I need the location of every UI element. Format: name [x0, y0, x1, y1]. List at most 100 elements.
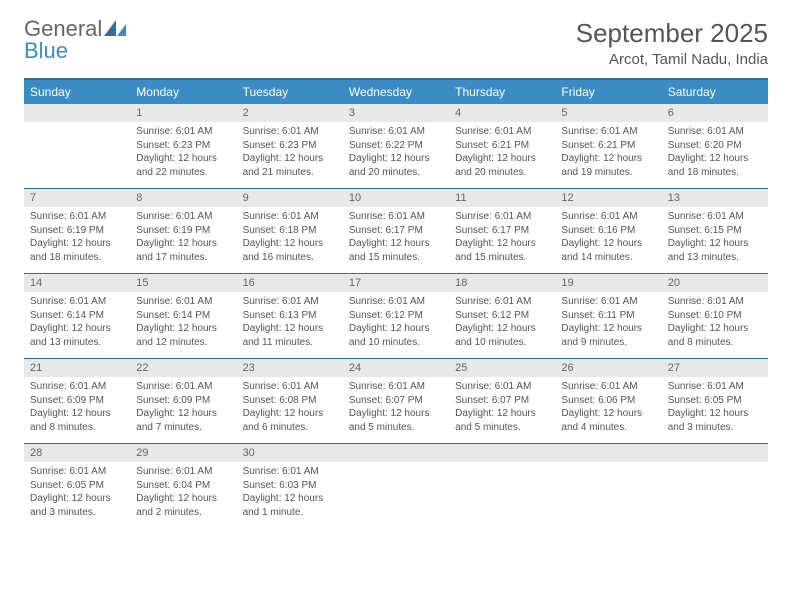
cell-body: [449, 462, 555, 471]
cell-date: [24, 104, 130, 122]
cell-body: Sunrise: 6:01 AMSunset: 6:19 PMDaylight:…: [130, 207, 236, 270]
cell-body: Sunrise: 6:01 AMSunset: 6:20 PMDaylight:…: [662, 122, 768, 185]
cell-body: Sunrise: 6:01 AMSunset: 6:19 PMDaylight:…: [24, 207, 130, 270]
sunrise-text: Sunrise: 6:01 AM: [243, 210, 337, 224]
sunrise-text: Sunrise: 6:01 AM: [136, 125, 230, 139]
cell-date: 18: [449, 274, 555, 292]
calendar-cell: 10Sunrise: 6:01 AMSunset: 6:17 PMDayligh…: [343, 189, 449, 273]
day-header-cell: Thursday: [449, 80, 555, 104]
calendar-cell: 15Sunrise: 6:01 AMSunset: 6:14 PMDayligh…: [130, 274, 236, 358]
logo-sail-icon: [104, 16, 126, 41]
cell-body: Sunrise: 6:01 AMSunset: 6:06 PMDaylight:…: [555, 377, 661, 440]
cell-date: [555, 444, 661, 462]
cell-date: 27: [662, 359, 768, 377]
calendar-cell: 7Sunrise: 6:01 AMSunset: 6:19 PMDaylight…: [24, 189, 130, 273]
sunrise-text: Sunrise: 6:01 AM: [349, 125, 443, 139]
daylight-text: Daylight: 12 hours and 2 minutes.: [136, 492, 230, 519]
cell-body: Sunrise: 6:01 AMSunset: 6:14 PMDaylight:…: [24, 292, 130, 355]
sunset-text: Sunset: 6:09 PM: [30, 394, 124, 408]
calendar-cell: 22Sunrise: 6:01 AMSunset: 6:09 PMDayligh…: [130, 359, 236, 443]
cell-date: 10: [343, 189, 449, 207]
title-block: September 2025 Arcot, Tamil Nadu, India: [576, 18, 768, 68]
daylight-text: Daylight: 12 hours and 9 minutes.: [561, 322, 655, 349]
cell-date: 2: [237, 104, 343, 122]
week-row: 21Sunrise: 6:01 AMSunset: 6:09 PMDayligh…: [24, 359, 768, 444]
sunset-text: Sunset: 6:05 PM: [30, 479, 124, 493]
sunset-text: Sunset: 6:06 PM: [561, 394, 655, 408]
cell-body: Sunrise: 6:01 AMSunset: 6:21 PMDaylight:…: [449, 122, 555, 185]
day-header-cell: Monday: [130, 80, 236, 104]
month-title: September 2025: [576, 18, 768, 49]
sunrise-text: Sunrise: 6:01 AM: [561, 380, 655, 394]
calendar-cell: 9Sunrise: 6:01 AMSunset: 6:18 PMDaylight…: [237, 189, 343, 273]
cell-date: 22: [130, 359, 236, 377]
sunrise-text: Sunrise: 6:01 AM: [455, 295, 549, 309]
cell-body: Sunrise: 6:01 AMSunset: 6:12 PMDaylight:…: [343, 292, 449, 355]
sunrise-text: Sunrise: 6:01 AM: [668, 210, 762, 224]
cell-body: Sunrise: 6:01 AMSunset: 6:05 PMDaylight:…: [24, 462, 130, 525]
sunset-text: Sunset: 6:12 PM: [349, 309, 443, 323]
sunrise-text: Sunrise: 6:01 AM: [30, 295, 124, 309]
daylight-text: Daylight: 12 hours and 3 minutes.: [30, 492, 124, 519]
cell-body: [662, 462, 768, 471]
sunrise-text: Sunrise: 6:01 AM: [243, 465, 337, 479]
cell-date: 14: [24, 274, 130, 292]
calendar-cell: 6Sunrise: 6:01 AMSunset: 6:20 PMDaylight…: [662, 104, 768, 188]
cell-date: [662, 444, 768, 462]
sunset-text: Sunset: 6:23 PM: [243, 139, 337, 153]
week-row: 1Sunrise: 6:01 AMSunset: 6:23 PMDaylight…: [24, 104, 768, 189]
cell-body: Sunrise: 6:01 AMSunset: 6:10 PMDaylight:…: [662, 292, 768, 355]
cell-date: 30: [237, 444, 343, 462]
logo: General Blue: [24, 18, 126, 62]
header: General Blue September 2025 Arcot, Tamil…: [24, 18, 768, 68]
sunset-text: Sunset: 6:14 PM: [136, 309, 230, 323]
calendar-cell: 12Sunrise: 6:01 AMSunset: 6:16 PMDayligh…: [555, 189, 661, 273]
cell-body: Sunrise: 6:01 AMSunset: 6:21 PMDaylight:…: [555, 122, 661, 185]
calendar-cell: 23Sunrise: 6:01 AMSunset: 6:08 PMDayligh…: [237, 359, 343, 443]
cell-date: 5: [555, 104, 661, 122]
sunrise-text: Sunrise: 6:01 AM: [455, 125, 549, 139]
cell-body: Sunrise: 6:01 AMSunset: 6:03 PMDaylight:…: [237, 462, 343, 525]
sunrise-text: Sunrise: 6:01 AM: [30, 380, 124, 394]
cell-body: Sunrise: 6:01 AMSunset: 6:09 PMDaylight:…: [130, 377, 236, 440]
cell-date: 1: [130, 104, 236, 122]
sunrise-text: Sunrise: 6:01 AM: [136, 295, 230, 309]
calendar-cell: [662, 444, 768, 528]
cell-date: 26: [555, 359, 661, 377]
day-header-cell: Saturday: [662, 80, 768, 104]
week-row: 7Sunrise: 6:01 AMSunset: 6:19 PMDaylight…: [24, 189, 768, 274]
sunrise-text: Sunrise: 6:01 AM: [243, 380, 337, 394]
cell-body: Sunrise: 6:01 AMSunset: 6:17 PMDaylight:…: [343, 207, 449, 270]
calendar-cell: [24, 104, 130, 188]
sunset-text: Sunset: 6:19 PM: [30, 224, 124, 238]
daylight-text: Daylight: 12 hours and 3 minutes.: [668, 407, 762, 434]
cell-body: Sunrise: 6:01 AMSunset: 6:16 PMDaylight:…: [555, 207, 661, 270]
daylight-text: Daylight: 12 hours and 18 minutes.: [30, 237, 124, 264]
cell-body: Sunrise: 6:01 AMSunset: 6:23 PMDaylight:…: [237, 122, 343, 185]
daylight-text: Daylight: 12 hours and 8 minutes.: [30, 407, 124, 434]
cell-date: 20: [662, 274, 768, 292]
sunset-text: Sunset: 6:23 PM: [136, 139, 230, 153]
sunset-text: Sunset: 6:08 PM: [243, 394, 337, 408]
sunrise-text: Sunrise: 6:01 AM: [30, 465, 124, 479]
cell-date: 29: [130, 444, 236, 462]
daylight-text: Daylight: 12 hours and 21 minutes.: [243, 152, 337, 179]
cell-date: [343, 444, 449, 462]
sunset-text: Sunset: 6:16 PM: [561, 224, 655, 238]
sunset-text: Sunset: 6:03 PM: [243, 479, 337, 493]
calendar-cell: 1Sunrise: 6:01 AMSunset: 6:23 PMDaylight…: [130, 104, 236, 188]
calendar-cell: 5Sunrise: 6:01 AMSunset: 6:21 PMDaylight…: [555, 104, 661, 188]
sunrise-text: Sunrise: 6:01 AM: [243, 125, 337, 139]
daylight-text: Daylight: 12 hours and 14 minutes.: [561, 237, 655, 264]
calendar-cell: 18Sunrise: 6:01 AMSunset: 6:12 PMDayligh…: [449, 274, 555, 358]
daylight-text: Daylight: 12 hours and 10 minutes.: [349, 322, 443, 349]
daylight-text: Daylight: 12 hours and 5 minutes.: [455, 407, 549, 434]
sunset-text: Sunset: 6:15 PM: [668, 224, 762, 238]
sunset-text: Sunset: 6:07 PM: [349, 394, 443, 408]
cell-body: Sunrise: 6:01 AMSunset: 6:13 PMDaylight:…: [237, 292, 343, 355]
sunrise-text: Sunrise: 6:01 AM: [349, 210, 443, 224]
sunset-text: Sunset: 6:11 PM: [561, 309, 655, 323]
sunrise-text: Sunrise: 6:01 AM: [455, 380, 549, 394]
sunrise-text: Sunrise: 6:01 AM: [668, 295, 762, 309]
calendar-cell: 16Sunrise: 6:01 AMSunset: 6:13 PMDayligh…: [237, 274, 343, 358]
